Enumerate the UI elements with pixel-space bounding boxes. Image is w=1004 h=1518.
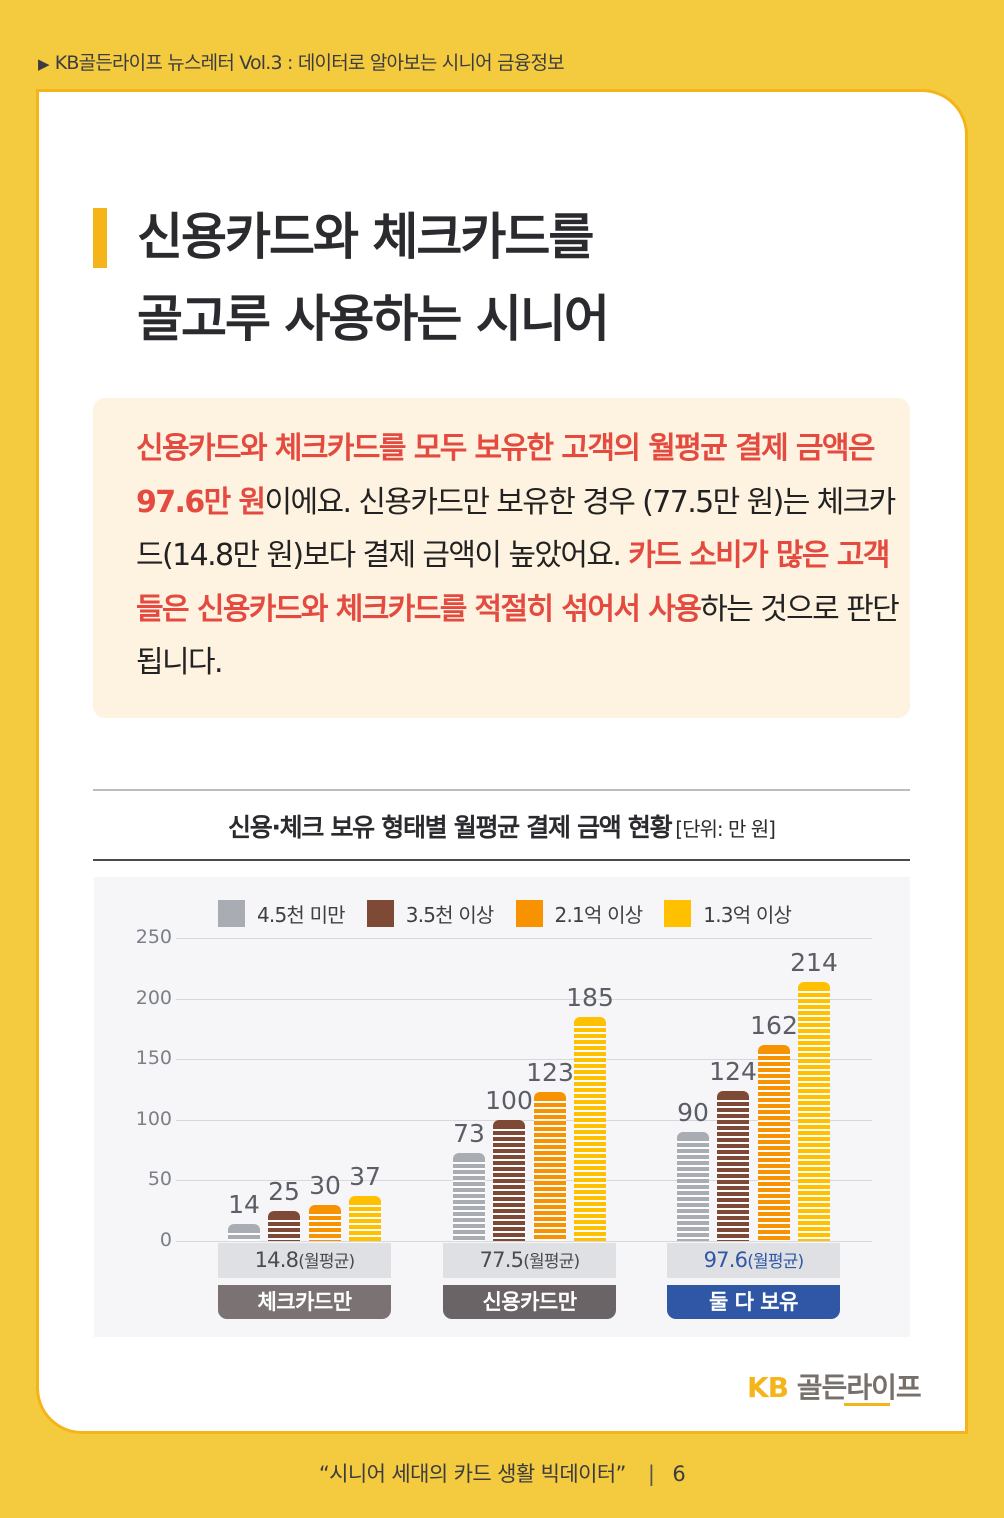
triangle-right-icon: ▶ xyxy=(38,55,50,73)
average-suffix: (월평균) xyxy=(747,1252,804,1272)
summary-plain-2: 하는 것으로 판단됩니다. xyxy=(136,591,900,681)
page-title-line2: 골고루 사용하는 시니어 xyxy=(137,290,610,348)
average-value: 97.6 xyxy=(703,1248,748,1272)
summary-text: 신용카드와 체크카드를 모두 보유한 고객의 월평균 결제 금액은 97.6만 … xyxy=(136,422,906,690)
summary-highlight-1: 신용카드와 체크카드를 모두 보유한 고객의 월평균 결제 금액은 97.6만 … xyxy=(136,431,876,520)
average-value: 77.5 xyxy=(479,1248,524,1272)
legend-label: 4.5천 미만 xyxy=(257,902,346,927)
bar-value-label: 185 xyxy=(566,982,614,1012)
bar-value-label: 30 xyxy=(309,1170,341,1200)
summary-plain-1: 이에요. 신용카드만 보유한 경우 (77.5만 원)는 체크카드(14.8만 … xyxy=(136,484,896,574)
chart-bottom-divider xyxy=(93,859,910,861)
bar xyxy=(758,1044,790,1241)
bar xyxy=(453,1152,485,1241)
gridline xyxy=(176,938,872,939)
bar-value-label: 25 xyxy=(268,1176,300,1206)
y-tick-label: 50 xyxy=(147,1168,172,1191)
bar xyxy=(798,981,830,1241)
bar-value-label: 123 xyxy=(526,1057,574,1087)
y-tick-label: 100 xyxy=(135,1107,172,1130)
y-tick-label: 200 xyxy=(135,986,172,1009)
average-label: 97.6(월평균) xyxy=(667,1243,840,1278)
chart-unit: [단위: 만 원] xyxy=(675,817,776,841)
bar xyxy=(493,1119,525,1241)
y-tick-label: 250 xyxy=(135,926,172,948)
bar-value-label: 162 xyxy=(750,1010,798,1040)
legend-label: 2.1억 이상 xyxy=(554,902,644,927)
bar xyxy=(717,1090,749,1241)
logo-name-text: 골든라이프 xyxy=(796,1371,922,1404)
summary-highlight-2: 카드 소비가 많은 고객들은 신용카드와 체크카드를 적절히 섞어서 사용 xyxy=(136,538,890,627)
bar-value-label: 124 xyxy=(709,1056,757,1086)
bar xyxy=(574,1016,606,1241)
legend-swatch xyxy=(664,899,692,927)
bar xyxy=(309,1204,341,1241)
chart-top-divider xyxy=(93,789,910,791)
chart-legend: 4.5천 미만 3.5천 이상 2.1억 이상 1.3억 이상 xyxy=(218,899,813,927)
bar-value-label: 214 xyxy=(790,947,838,977)
legend-swatch xyxy=(218,899,245,927)
legend-item: 3.5천 이상 xyxy=(366,899,495,928)
summary-box: 신용카드와 체크카드를 모두 보유한 고객의 월평균 결제 금액은 97.6만 … xyxy=(93,398,910,718)
logo-kb: KB xyxy=(747,1371,789,1404)
footer-separator: | xyxy=(647,1462,655,1486)
page-number: 6 xyxy=(672,1462,686,1486)
average-value: 14.8 xyxy=(254,1248,299,1272)
category-label: 둘 다 보유 xyxy=(667,1285,840,1319)
y-tick-label: 150 xyxy=(135,1047,172,1070)
logo-underline xyxy=(843,1403,890,1406)
legend-swatch xyxy=(515,899,543,927)
page-footer: “시니어 세대의 카드 생활 빅데이터” | 6 xyxy=(0,1458,1004,1488)
gridline xyxy=(176,1241,872,1242)
page-title-line1: 신용카드와 체크카드를 xyxy=(137,208,594,266)
newsletter-header: ▶ KB골든라이프 뉴스레터 Vol.3 : 데이터로 알아보는 시니어 금융정보 xyxy=(38,48,565,75)
bar xyxy=(268,1210,300,1241)
y-tick-label: 0 xyxy=(159,1229,172,1251)
category-label: 신용카드만 xyxy=(443,1285,616,1319)
bar-value-label: 37 xyxy=(349,1162,381,1192)
legend-item: 2.1억 이상 xyxy=(515,899,644,928)
kb-goldenlife-logo: KB 골든라이프 xyxy=(747,1366,922,1406)
chart-title-main: 신용·체크 보유 형태별 월평균 결제 금액 현황 xyxy=(228,813,673,842)
legend-item: 1.3억 이상 xyxy=(664,899,792,928)
chart-title: 신용·체크 보유 형태별 월평균 결제 금액 현황 [단위: 만 원] xyxy=(93,808,910,844)
legend-label: 1.3억 이상 xyxy=(703,902,792,927)
bar-value-label: 90 xyxy=(677,1097,709,1127)
page-title: 신용카드와 체크카드를 골고루 사용하는 시니어 xyxy=(137,196,610,360)
bar xyxy=(534,1091,566,1241)
newsletter-header-text: KB골든라이프 뉴스레터 Vol.3 : 데이터로 알아보는 시니어 금융정보 xyxy=(54,52,565,74)
bar-value-label: 100 xyxy=(485,1085,533,1115)
gridline xyxy=(176,1059,872,1061)
average-label: 77.5(월평균) xyxy=(443,1243,616,1278)
bar-value-label: 14 xyxy=(228,1190,260,1220)
footer-title: “시니어 세대의 카드 생활 빅데이터” xyxy=(318,1462,627,1486)
bar xyxy=(349,1196,381,1241)
gridline xyxy=(176,998,872,1000)
bar-value-label: 73 xyxy=(453,1118,485,1148)
category-label: 체크카드만 xyxy=(218,1285,391,1319)
logo-name: 골든라이프 xyxy=(796,1371,922,1406)
average-suffix: (월평균) xyxy=(523,1252,580,1272)
legend-swatch xyxy=(366,899,394,927)
title-accent-bar xyxy=(93,208,107,268)
average-suffix: (월평균) xyxy=(298,1252,355,1272)
bar xyxy=(677,1131,709,1241)
legend-item: 4.5천 미만 xyxy=(218,899,346,928)
gridline xyxy=(176,1119,872,1121)
legend-label: 3.5천 이상 xyxy=(405,902,495,927)
average-label: 14.8(월평균) xyxy=(218,1243,391,1278)
bar xyxy=(228,1224,260,1241)
